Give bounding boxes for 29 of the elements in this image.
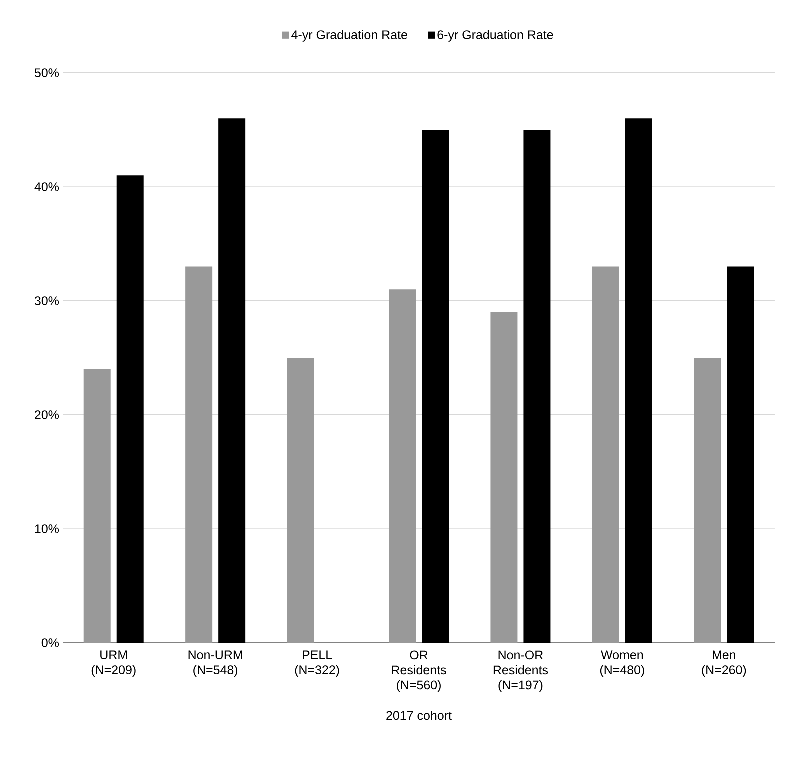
bar <box>84 369 111 643</box>
x-axis-title: 2017 cohort <box>386 710 452 720</box>
bar <box>116 176 144 643</box>
x-tick-label: URM (N=209) <box>92 650 136 677</box>
bar <box>490 312 518 643</box>
x-tick-label: PELL (N=322) <box>295 650 340 677</box>
y-tick-label: 0% <box>42 638 60 648</box>
x-tick-label: Women (N=480) <box>600 650 644 677</box>
bar <box>625 118 652 643</box>
x-tick-label: Non-OR Residents (N=197) <box>494 650 548 692</box>
y-tick-label: 40% <box>34 182 60 192</box>
bar <box>218 118 246 643</box>
y-tick-label: 10% <box>35 524 60 534</box>
bar <box>389 290 416 643</box>
bar <box>524 130 551 643</box>
y-tick-label: 20% <box>35 410 60 420</box>
bar <box>592 266 620 643</box>
x-tick-label: Non-URM (N=548) <box>188 650 242 677</box>
bar <box>186 266 213 643</box>
legend-label: 6-yr Graduation Rate <box>438 30 554 42</box>
bar <box>727 266 754 643</box>
legend-label: 4-yr Graduation Rate <box>292 30 408 42</box>
y-tick-label: 50% <box>34 68 60 78</box>
bar <box>287 358 314 643</box>
bar <box>422 130 449 643</box>
x-tick-label: Men (N=260) <box>702 650 746 677</box>
x-tick-label: OR Residents (N=560) <box>392 650 446 692</box>
y-tick-label: 30% <box>34 296 60 306</box>
bar <box>694 358 722 643</box>
